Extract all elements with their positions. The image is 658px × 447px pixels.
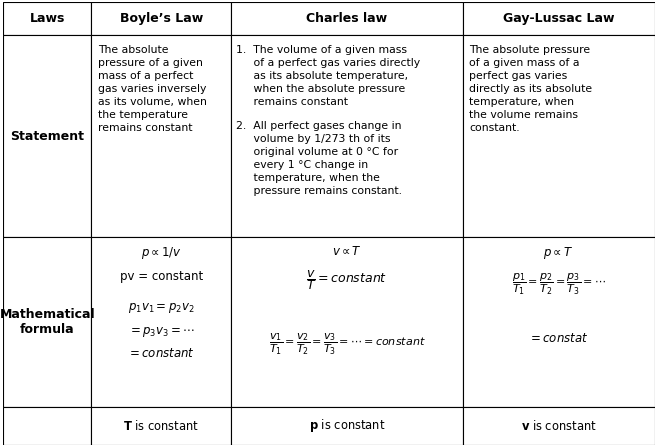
Bar: [91, 407, 232, 445]
Bar: [463, 407, 655, 445]
Text: $p \propto T$: $p \propto T$: [544, 245, 574, 261]
Text: 2.  All perfect gases change in
     volume by 1/273 th of its
     original vol: 2. All perfect gases change in volume by…: [236, 121, 402, 197]
Text: $\dfrac{p_1}{T_1} = \dfrac{p_2}{T_2} = \dfrac{p_3}{T_3} = \cdots$: $\dfrac{p_1}{T_1} = \dfrac{p_2}{T_2} = \…: [512, 271, 605, 296]
Text: Charles law: Charles law: [307, 13, 388, 25]
Text: $p_1v_1 = p_2v_2$: $p_1v_1 = p_2v_2$: [128, 301, 195, 315]
Bar: [463, 237, 655, 407]
Bar: [232, 237, 463, 407]
Bar: [463, 35, 655, 237]
Text: 1.  The volume of a given mass
     of a perfect gas varies directly
     as its: 1. The volume of a given mass of a perfe…: [236, 45, 420, 107]
Bar: [3, 237, 91, 407]
Bar: [3, 407, 91, 445]
Text: $\dfrac{v}{T} = \mathit{constant}$: $\dfrac{v}{T} = \mathit{constant}$: [306, 268, 388, 291]
Text: $= p_3v_3 = \cdots$: $= p_3v_3 = \cdots$: [128, 325, 195, 339]
Text: $\mathbf{v}$ is constant: $\mathbf{v}$ is constant: [520, 419, 597, 433]
Bar: [91, 2, 232, 35]
Text: $p \propto 1/v$: $p \propto 1/v$: [141, 245, 182, 261]
Bar: [91, 35, 232, 237]
Bar: [232, 2, 463, 35]
Text: $= \mathit{constant}$: $= \mathit{constant}$: [128, 346, 195, 359]
Bar: [232, 407, 463, 445]
Text: Mathematical
formula: Mathematical formula: [0, 308, 95, 336]
Text: $\mathbf{p}$ is constant: $\mathbf{p}$ is constant: [309, 417, 385, 434]
Bar: [91, 237, 232, 407]
Text: $= \mathit{constat}$: $= \mathit{constat}$: [528, 332, 589, 345]
Text: The absolute pressure
of a given mass of a
perfect gas varies
directly as its ab: The absolute pressure of a given mass of…: [469, 45, 592, 133]
Text: Statement: Statement: [11, 130, 84, 143]
Text: $\dfrac{v_1}{T_1} = \dfrac{v_2}{T_2} = \dfrac{v_3}{T_3} = \cdots = \mathit{const: $\dfrac{v_1}{T_1} = \dfrac{v_2}{T_2} = \…: [268, 332, 425, 357]
Text: $v \propto T$: $v \propto T$: [332, 245, 362, 258]
Text: $\mathbf{T}$ is constant: $\mathbf{T}$ is constant: [123, 419, 199, 433]
Text: Laws: Laws: [30, 13, 65, 25]
Text: Gay-Lussac Law: Gay-Lussac Law: [503, 13, 615, 25]
Bar: [3, 35, 91, 237]
Text: The absolute
pressure of a given
mass of a perfect
gas varies inversely
as its v: The absolute pressure of a given mass of…: [98, 45, 207, 133]
Bar: [232, 35, 463, 237]
Bar: [3, 2, 91, 35]
Text: Boyle’s Law: Boyle’s Law: [120, 13, 203, 25]
Bar: [463, 2, 655, 35]
Text: pv = constant: pv = constant: [120, 270, 203, 283]
